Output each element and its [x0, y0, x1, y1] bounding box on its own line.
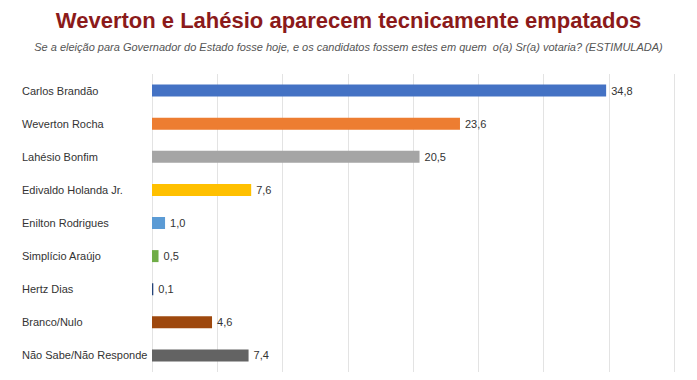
svg-text:0,5: 0,5: [164, 250, 179, 262]
svg-text:Se a eleição para Governador d: Se a eleição para Governador do Estado f…: [34, 41, 663, 53]
svg-text:Weverton e Lahésio aparecem te: Weverton e Lahésio aparecem tecnicamente…: [56, 8, 641, 33]
svg-text:1,0: 1,0: [170, 217, 185, 229]
svg-text:Branco/Nulo: Branco/Nulo: [22, 316, 83, 328]
svg-text:4,6: 4,6: [217, 316, 232, 328]
svg-text:34,8: 34,8: [611, 85, 632, 97]
svg-text:Lahésio Bonfim: Lahésio Bonfim: [22, 151, 98, 163]
svg-text:Enilton Rodrigues: Enilton Rodrigues: [22, 217, 109, 229]
svg-text:Weverton Rocha: Weverton Rocha: [22, 118, 105, 130]
svg-text:0,1: 0,1: [158, 283, 173, 295]
svg-text:20,5: 20,5: [425, 151, 446, 163]
svg-text:Simplício Araújo: Simplício Araújo: [22, 250, 101, 262]
svg-text:7,4: 7,4: [254, 349, 269, 361]
svg-text:23,6: 23,6: [465, 118, 486, 130]
svg-text:Edivaldo Holanda Jr.: Edivaldo Holanda Jr.: [22, 184, 123, 196]
svg-text:Carlos Brandão: Carlos Brandão: [22, 85, 98, 97]
svg-text:Não Sabe/Não Responde: Não Sabe/Não Responde: [22, 349, 147, 361]
svg-text:7,6: 7,6: [256, 184, 271, 196]
svg-text:Hertz Dias: Hertz Dias: [22, 283, 74, 295]
